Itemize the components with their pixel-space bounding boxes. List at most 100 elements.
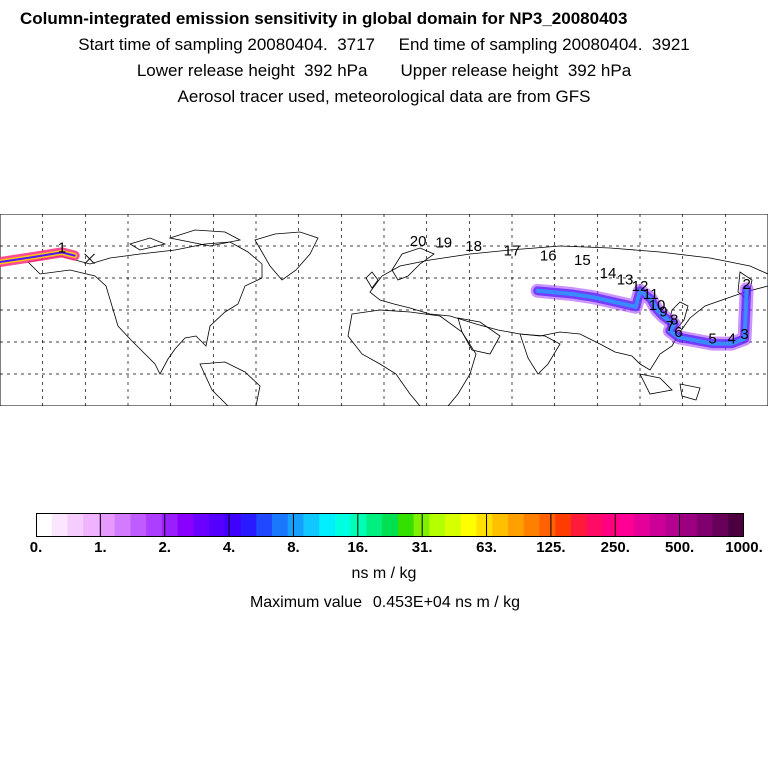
- plume-band-alaska: [0, 251, 76, 263]
- colorbar-cell: [334, 513, 352, 537]
- coastline-british-isles: [365, 271, 379, 289]
- colorbar-cell: [696, 513, 714, 537]
- coastline-north-america: [27, 241, 263, 375]
- lower-label: Lower release height: [136, 61, 295, 80]
- colorbar-cell: [492, 513, 509, 537]
- header: Column-integrated emission sensitivity i…: [0, 6, 768, 110]
- colorbar-cell: [98, 513, 116, 537]
- colorbar-cell: [382, 513, 399, 537]
- colorbar-cell: [618, 513, 635, 537]
- trajectory-label: 9: [659, 303, 667, 320]
- colorbar-tick-label: 1000.: [725, 539, 763, 556]
- trajectory-label: 7: [666, 318, 674, 335]
- coastline-eurasia: [369, 245, 768, 371]
- colorbar-cell: [240, 513, 257, 537]
- colorbar-tick-label: 2.: [158, 539, 171, 556]
- colorbar-tick-label: 16.: [347, 539, 369, 556]
- colorbar-cell: [508, 513, 525, 537]
- release-point-marker: [84, 253, 95, 265]
- colorbar-cell: [193, 513, 210, 537]
- colorbar-cell: [665, 513, 682, 537]
- colorbar-cell: [350, 513, 367, 537]
- colorbar-cell: [712, 513, 729, 537]
- max-label: Maximum value: [249, 594, 362, 611]
- coastline-africa: [347, 309, 477, 406]
- colorbar-cell: [460, 513, 478, 537]
- colorbar-cell: [319, 513, 336, 537]
- colorbar-tick-label: 4.: [222, 539, 236, 556]
- coastlines: [27, 229, 768, 406]
- sampling-times: Start time of sampling 20080404. 3717 En…: [0, 32, 768, 58]
- coastline-arctic-islands: [129, 229, 242, 251]
- colorbar-tick-label: 125.: [536, 539, 566, 556]
- colorbar-cell: [429, 513, 446, 537]
- upper-value: 392 hPa: [567, 61, 632, 80]
- colorbar-cell: [130, 513, 147, 537]
- colorbar-cell: [272, 513, 289, 537]
- colorbar-cell: [586, 513, 603, 537]
- colorbar-cell: [539, 513, 556, 537]
- colorbar-cell: [649, 513, 666, 537]
- coastline-scandinavia: [391, 247, 435, 281]
- colorbar-cell: [83, 513, 100, 537]
- colorbar-cell: [51, 513, 68, 537]
- end-value: 20080404. 3921: [562, 35, 690, 54]
- max-value-line: Maximum value 0.453E+04 ns m / kg: [0, 594, 768, 612]
- colorbar-cell: [256, 513, 273, 537]
- emission-sensitivity-plume: [0, 247, 754, 351]
- colorbar: [36, 513, 744, 537]
- upper-label: Upper release height: [400, 61, 559, 80]
- colorbar-tick-label: 0.: [29, 539, 43, 556]
- trajectory-label: 20: [410, 233, 427, 250]
- colorbar-cell: [224, 513, 242, 537]
- trajectory-label: 15: [574, 252, 591, 269]
- trajectory-label: 11: [643, 286, 659, 303]
- trajectory-label: 17: [504, 243, 521, 260]
- trajectory-label: 8: [670, 311, 678, 328]
- max-value: 0.453E+04 ns m / kg: [372, 594, 521, 611]
- colorbar-cell: [146, 513, 163, 537]
- trajectory-label: 2: [742, 276, 750, 293]
- colorbar-tick-label: 63.: [476, 539, 497, 556]
- trajectory-label: 3: [740, 326, 748, 343]
- info-line: Aerosol tracer used, meteorological data…: [177, 87, 591, 106]
- trajectory-label: 1: [58, 239, 66, 256]
- colorbar-cell: [397, 513, 415, 537]
- coastline-se-asia: [639, 373, 701, 401]
- lower-value: 392 hPa: [304, 61, 368, 80]
- colorbar-cell: [36, 513, 53, 537]
- trajectory-label: 13: [617, 271, 634, 288]
- trajectory-label: 5: [708, 331, 716, 348]
- colorbar-cell: [114, 513, 131, 537]
- trajectory-label: 18: [465, 238, 482, 255]
- colorbar-cell: [602, 513, 619, 537]
- plume-band: [535, 287, 749, 346]
- colorbar-cell: [681, 513, 698, 537]
- start-label: Start time of sampling: [78, 35, 243, 54]
- trajectory-label: 12: [632, 278, 649, 295]
- trajectory-label: 16: [540, 247, 557, 264]
- colorbar-cell: [209, 513, 226, 537]
- colorbar-tick-label: 31.: [411, 539, 433, 556]
- colorbar-tick-label: 250.: [600, 539, 630, 556]
- colorbar-cell: [177, 513, 194, 537]
- colorbar-cell: [366, 513, 383, 537]
- colorbar-tick-label: 500.: [665, 539, 695, 556]
- trajectory-label: 10: [649, 297, 666, 314]
- colorbar-cell: [287, 513, 304, 537]
- coastline-india: [519, 333, 561, 375]
- coastline-greenland: [254, 231, 319, 281]
- trajectory-label: 6: [674, 324, 682, 341]
- colorbar-cell: [67, 513, 84, 537]
- release-heights: Lower release height 392 hPa Upper relea…: [0, 58, 768, 84]
- colorbar-cell: [303, 513, 320, 537]
- start-value: 20080404. 3717: [247, 35, 376, 54]
- colorbar-cell: [555, 513, 572, 537]
- colorbar-cell: [570, 513, 588, 537]
- page-title: Column-integrated emission sensitivity i…: [20, 9, 628, 28]
- trajectory-label: 4: [728, 331, 736, 348]
- coastline-south-america: [199, 361, 261, 406]
- colorbar-cell: [445, 513, 462, 537]
- trajectory-label: 19: [435, 235, 452, 252]
